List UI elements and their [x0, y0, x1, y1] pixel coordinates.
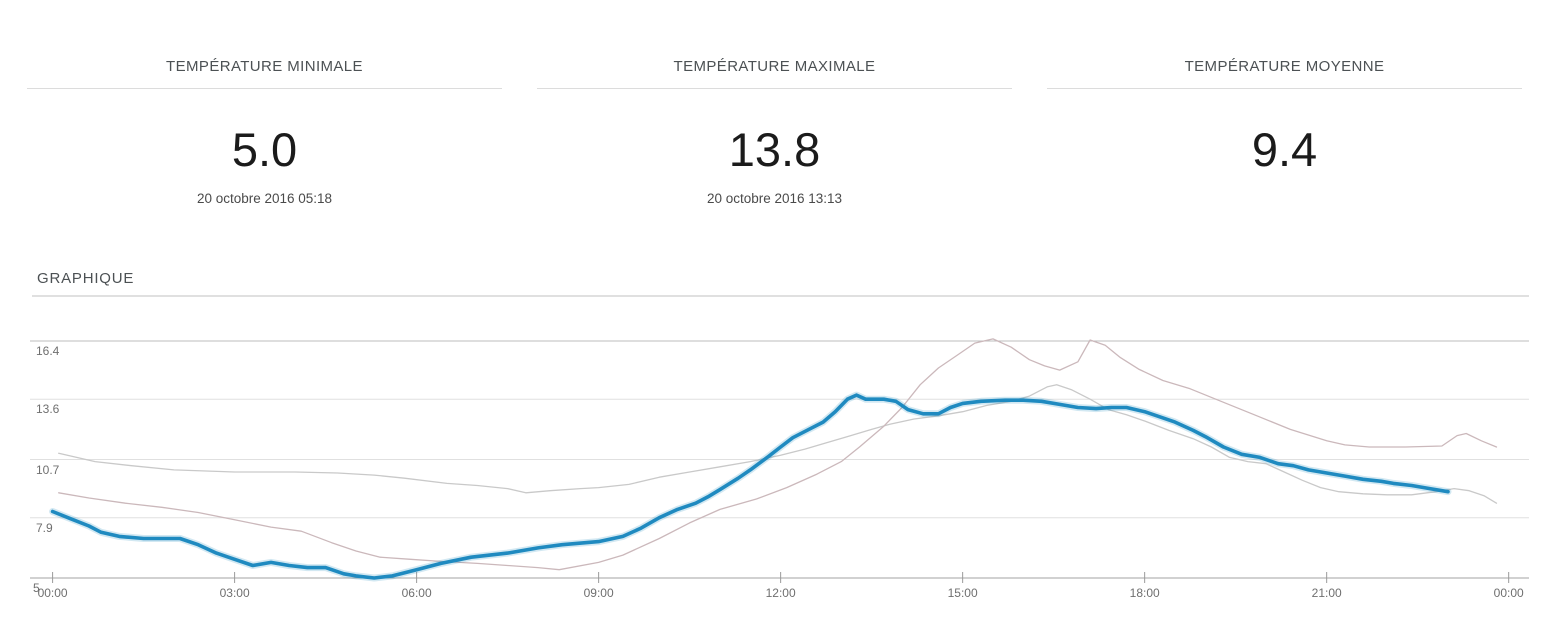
x-axis-label: 18:00: [1129, 586, 1160, 600]
stat-timestamp: 20 octobre 2016 05:18: [196, 191, 333, 206]
stat-divider: [537, 88, 1012, 89]
x-axis-label: 12:00: [765, 586, 796, 600]
stat-title: TEMPÉRATURE MINIMALE: [166, 58, 363, 75]
x-axis-label: 00:00: [1493, 586, 1524, 600]
stat-title: TEMPÉRATURE MOYENNE: [1184, 58, 1385, 75]
y-axis-label: 7.9: [36, 520, 53, 535]
stat-panel-temperature-min: TEMPÉRATURE MINIMALE 5.0 20 octobre 2016…: [27, 58, 502, 207]
y-axis-label: 5: [33, 581, 40, 595]
stat-timestamp: [1047, 191, 1522, 207]
temperature-chart[interactable]: 5 7.9 10.7 13.6 16.4 00:00 03:00 06:00 09:00 12:0…: [0, 320, 1557, 631]
x-axis-label: 03:00: [219, 586, 250, 600]
x-axis-label: 09:00: [583, 586, 614, 600]
stat-value: 9.4: [1251, 123, 1318, 176]
stats-row: TEMPÉRATURE MINIMALE 5.0 20 octobre 2016…: [0, 0, 1557, 207]
stat-title: TEMPÉRATURE MAXIMALE: [673, 58, 876, 75]
stat-timestamp: 20 octobre 2016 13:13: [706, 191, 843, 206]
x-axis-label: 00:00: [37, 586, 68, 600]
stat-panel-temperature-avg: TEMPÉRATURE MOYENNE 9.4: [1047, 58, 1522, 207]
stat-value: 13.8: [728, 123, 821, 176]
series-halo-temperature-main: [49, 391, 1452, 582]
graph-section-divider: [32, 295, 1529, 297]
stat-divider: [1047, 88, 1522, 89]
y-axis-label: 13.6: [36, 402, 60, 417]
x-axis-label: 15:00: [947, 586, 978, 600]
x-axis-label: 21:00: [1311, 586, 1342, 600]
series-line-comparison-rose-gray[interactable]: [58, 338, 1498, 571]
y-axis-label: 16.4: [36, 344, 60, 358]
stat-value: 5.0: [231, 123, 298, 176]
series-line-temperature-main[interactable]: [50, 393, 1450, 580]
stat-divider: [27, 88, 502, 89]
stat-panel-temperature-max: TEMPÉRATURE MAXIMALE 13.8 20 octobre 201…: [537, 58, 1012, 207]
chart-canvas[interactable]: [0, 320, 1557, 625]
graph-section-title: GRAPHIQUE: [37, 270, 135, 287]
series-line-comparison-gray[interactable]: [58, 384, 1498, 504]
x-axis-label: 06:00: [401, 586, 432, 600]
y-axis-label: 10.7: [36, 462, 60, 477]
